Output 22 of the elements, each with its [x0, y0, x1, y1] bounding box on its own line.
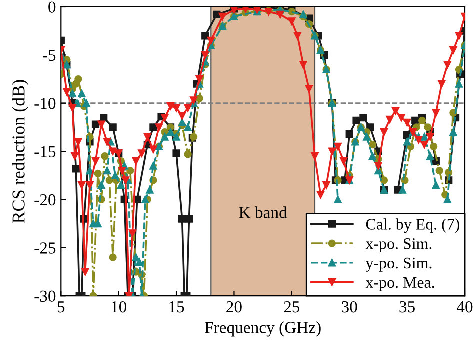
- x-tick-label: 20: [226, 301, 242, 313]
- y-tick-label: -30: [34, 290, 56, 302]
- y-tick-label: -15: [34, 146, 56, 158]
- x-tick-label: 15: [170, 302, 184, 313]
- x-tick-label: 5: [58, 302, 65, 313]
- x-tick-label: 40: [456, 301, 473, 313]
- legend-label: Cal. by Eq. (7): [366, 218, 460, 234]
- legend-label: x-po. Sim.: [366, 238, 432, 253]
- x-tick-label: 10: [112, 301, 127, 313]
- legend-label: y-po. Sim.: [366, 258, 432, 272]
- y-tick-label: 0: [48, 2, 56, 13]
- band-label: K band: [239, 206, 288, 218]
- x-tick-label: 30: [342, 301, 358, 313]
- y-axis-title: RCS reduction (dB): [12, 80, 29, 224]
- y-tick-label: -10: [34, 98, 56, 110]
- legend-label: x-po. Mea.: [366, 277, 434, 292]
- y-tick-label: -20: [34, 194, 56, 206]
- y-tick-label: -25: [34, 242, 56, 254]
- x-tick-label: 35: [400, 301, 415, 313]
- x-axis-title: Frequency (GHz): [205, 322, 321, 337]
- x-tick-label: 25: [284, 301, 300, 313]
- y-tick-label: -5: [43, 50, 56, 62]
